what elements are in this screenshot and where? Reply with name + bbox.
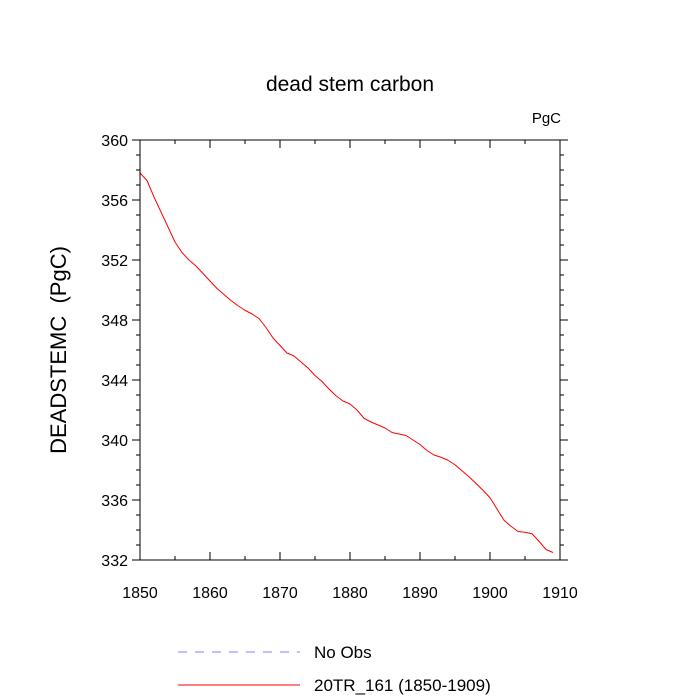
x-tick-label: 1890 xyxy=(402,585,438,602)
units-label: PgC xyxy=(532,110,561,127)
series-line xyxy=(139,172,554,553)
plot-frame xyxy=(139,139,561,561)
x-tick-label: 1860 xyxy=(192,585,228,602)
y-tick-label: 336 xyxy=(101,493,128,510)
x-tick-label: 1880 xyxy=(332,585,368,602)
legend-label: No Obs xyxy=(314,643,372,662)
legend: No Obs 20TR_161 (1850-1909) xyxy=(178,643,491,695)
x-tick-label: 1850 xyxy=(122,585,158,602)
chart-title: dead stem carbon xyxy=(266,73,434,96)
y-tick-label: 356 xyxy=(101,193,128,210)
y-tick-label: 352 xyxy=(101,253,128,270)
y-axis-label: DEADSTEMC (PgC) xyxy=(46,246,71,454)
y-tick-label: 332 xyxy=(101,553,128,570)
axis-tick-labels: 1850 1860 1870 1880 1890 1900 1910 332 336 340 344… xyxy=(101,133,578,602)
legend-label: 20TR_161 (1850-1909) xyxy=(314,676,491,695)
x-tick-label: 1900 xyxy=(472,585,508,602)
x-tick-label: 1910 xyxy=(542,585,578,602)
y-tick-label: 360 xyxy=(101,133,128,150)
y-tick-label: 344 xyxy=(101,373,128,390)
x-tick-label: 1870 xyxy=(262,585,298,602)
y-tick-label: 348 xyxy=(101,313,128,330)
axis-ticks xyxy=(132,139,568,561)
y-tick-label: 340 xyxy=(101,433,128,450)
data-series xyxy=(139,172,554,553)
